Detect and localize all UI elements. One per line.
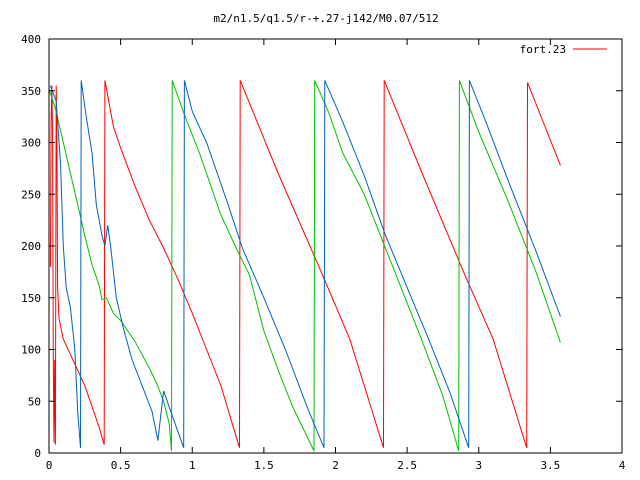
x-tick-label: 0	[46, 459, 53, 472]
chart-title: m2/n1.5/q1.5/r-+.27-j142/M0.07/512	[213, 12, 438, 25]
y-tick-label: 100	[21, 344, 41, 357]
y-tick-label: 250	[21, 188, 41, 201]
x-tick-label: 2.5	[397, 459, 417, 472]
x-tick-label: 3	[475, 459, 482, 472]
series-line-1	[49, 80, 561, 448]
y-tick-label: 0	[34, 447, 41, 460]
axes-layer: 0 0.5 1 1.5 2 2.5 3 3.5 4 0 50 100 150 200 250 300 350 40…	[21, 33, 626, 472]
series-layer	[48, 80, 561, 452]
legend-label: fort.23	[520, 43, 566, 56]
legend: fort.23	[520, 43, 607, 56]
series-line-2	[48, 80, 561, 452]
x-tick-label: 2	[332, 459, 339, 472]
y-tick-label: 300	[21, 137, 41, 150]
y-tick-label: 350	[21, 85, 41, 98]
x-tick-label: 4	[619, 459, 626, 472]
y-tick-label: 200	[21, 240, 41, 253]
y-tick-label: 50	[28, 395, 41, 408]
x-tick-label: 3.5	[540, 459, 560, 472]
series-line-3	[49, 80, 561, 448]
y-tick-label: 150	[21, 292, 41, 305]
x-tick-label: 1.5	[254, 459, 274, 472]
x-tick-label: 0.5	[111, 459, 131, 472]
y-tick-label: 400	[21, 33, 41, 46]
x-tick-label: 1	[189, 459, 196, 472]
